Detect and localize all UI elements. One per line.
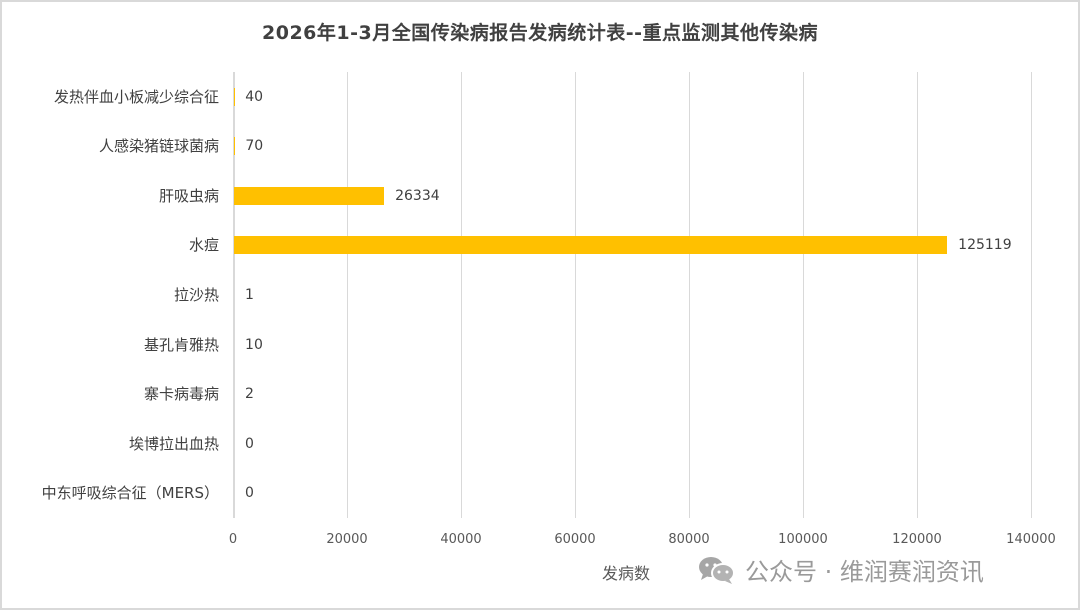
category-label: 水痘: [188, 236, 219, 255]
bar: [234, 236, 948, 255]
bar-row: 人感染猪链球菌病 70: [99, 136, 1031, 156]
bar: [234, 186, 385, 205]
gridline: [803, 72, 804, 518]
x-tick-label: 120000: [892, 532, 942, 547]
x-tick-label: 0: [228, 532, 238, 547]
data-label: 2: [245, 386, 254, 403]
x-axis-label: 发病数: [602, 564, 651, 583]
data-label: 0: [245, 435, 254, 452]
bar-row: 基孔肯雅热 10: [144, 335, 1031, 355]
data-label: 40: [245, 88, 264, 105]
x-tick-label: 40000: [440, 532, 482, 547]
data-label: 125119: [958, 237, 1012, 254]
bar-row: 发热伴血小板减少综合征 40: [54, 87, 1031, 107]
plot-area: 发热伴血小板减少综合征 40 人感染猪链球菌病 70 肝吸虫病 26334 水痘 125119…: [42, 72, 1032, 518]
category-label: 发热伴血小板减少综合征: [53, 87, 219, 106]
x-tick-label: 140000: [1006, 532, 1056, 547]
bar-row: 水痘 125119: [189, 235, 1031, 255]
x-tick-label: 80000: [668, 532, 710, 547]
data-label: 0: [245, 485, 254, 502]
category-label: 肝吸虫病: [158, 186, 219, 205]
category-label: 埃博拉出血热: [128, 434, 219, 453]
bar-row: 寨卡病毒病 2: [144, 384, 1031, 404]
gridline: [917, 72, 918, 518]
x-tick-label: 100000: [778, 532, 828, 547]
gridline: [689, 72, 690, 518]
x-tick-label: 60000: [554, 532, 596, 547]
category-label: 中东呼吸综合征（MERS）: [41, 484, 219, 503]
data-label: 10: [245, 336, 263, 353]
gridline: [461, 72, 462, 518]
y-axis-line: [233, 72, 235, 518]
data-label: 26334: [395, 187, 440, 204]
bar-row: 中东呼吸综合征（MERS） 0: [42, 483, 1031, 503]
chart-title: 2026年1-3月全国传染病报告发病统计表--重点监测其他传染病: [262, 22, 818, 44]
bar-row: 埃博拉出血热 0: [129, 434, 1031, 454]
bar-row: 肝吸虫病 26334: [159, 186, 1031, 206]
watermark: 公众号 · 维润赛润资讯: [697, 552, 984, 587]
watermark-text: 公众号 · 维润赛润资讯: [745, 558, 984, 586]
x-tick-label: 20000: [326, 532, 368, 547]
category-label: 拉沙热: [173, 286, 219, 304]
wechat-icon: [697, 555, 737, 585]
data-label: 1: [245, 287, 254, 303]
data-label: 70: [245, 138, 264, 155]
gridline: [347, 72, 348, 518]
category-label: 寨卡病毒病: [143, 385, 219, 404]
category-label: 人感染猪链球菌病: [98, 137, 219, 156]
category-label: 基孔肯雅热: [143, 335, 219, 354]
gridline: [575, 72, 576, 518]
bar-row: 拉沙热 1: [174, 285, 1031, 305]
gridline: [1031, 72, 1032, 518]
